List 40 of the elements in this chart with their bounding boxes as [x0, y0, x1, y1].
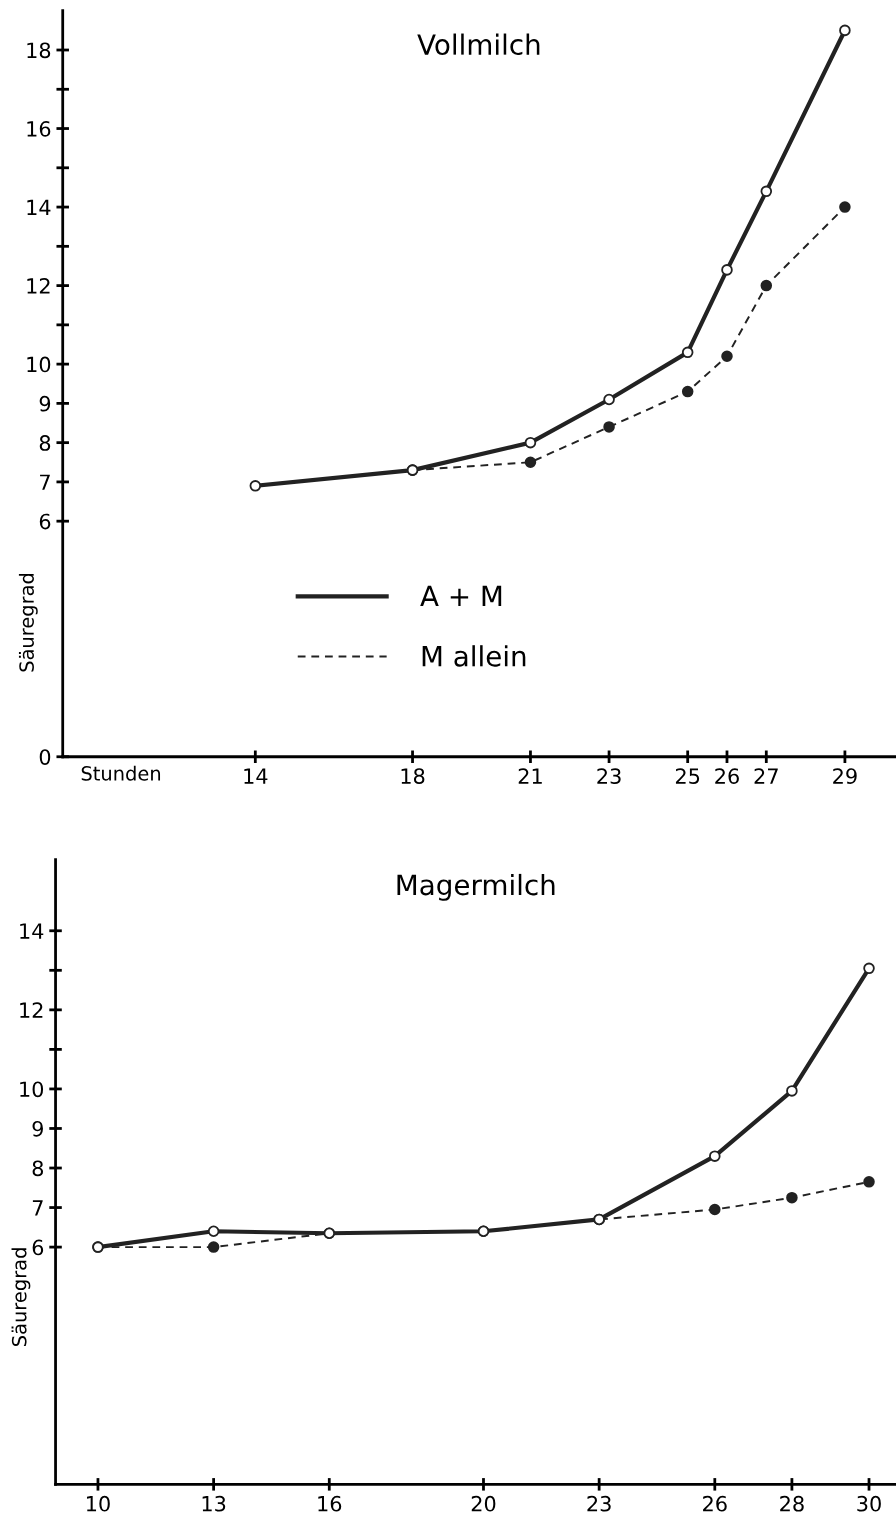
y-tick-label: 12 [27, 278, 50, 294]
y-tick-label: 8 [32, 1160, 44, 1177]
y-tick-label: 7 [32, 1200, 43, 1216]
chart-title: Magermilch [397, 873, 555, 901]
y-tick-label: 8 [39, 435, 51, 451]
legend-label: A + M [420, 585, 502, 607]
y-tick-label: 14 [27, 199, 51, 215]
y-axis-title: Säuregrad [18, 573, 38, 672]
x-tick-label: 28 [780, 1495, 804, 1512]
x-tick-label: 25 [675, 768, 700, 784]
x-tick-label: 10 [86, 1495, 110, 1512]
y-tick-label: 0 [39, 749, 51, 765]
y-tick-label: 9 [32, 1120, 43, 1137]
x-tick-label: 27 [754, 768, 778, 784]
y-tick-label: 16 [27, 120, 51, 137]
y-tick-label: 6 [39, 513, 51, 530]
x-tick-label: 23 [597, 768, 621, 784]
y-tick-label: 10 [20, 1081, 44, 1098]
x-axis-title: Stunden [81, 765, 161, 781]
x-tick-label: 18 [401, 768, 425, 784]
x-tick-label: 26 [703, 1495, 727, 1512]
x-tick-label: 23 [587, 1495, 611, 1512]
x-tick-label: 14 [244, 768, 268, 784]
y-tick-label: 9 [39, 395, 51, 412]
y-tick-label: 18 [27, 42, 51, 59]
y-tick-label: 7 [40, 474, 50, 490]
y-tick-label: 6 [32, 1239, 44, 1256]
text: Vollmilch [417, 33, 540, 56]
y-tick-label: 14 [20, 923, 44, 939]
x-tick-label: 21 [518, 768, 542, 784]
x-tick-label: 29 [833, 768, 857, 784]
y-axis-title: Säuregrad [11, 1248, 31, 1346]
x-tick-label: 13 [202, 1495, 226, 1512]
y-tick-label: 10 [27, 356, 51, 373]
legend-label: M allein [422, 645, 526, 667]
x-tick-label: 16 [318, 1495, 342, 1512]
x-tick-label: 30 [857, 1495, 881, 1512]
y-tick-label: 12 [20, 1002, 43, 1018]
x-tick-label: 20 [471, 1495, 496, 1512]
x-tick-label: 26 [715, 768, 739, 784]
